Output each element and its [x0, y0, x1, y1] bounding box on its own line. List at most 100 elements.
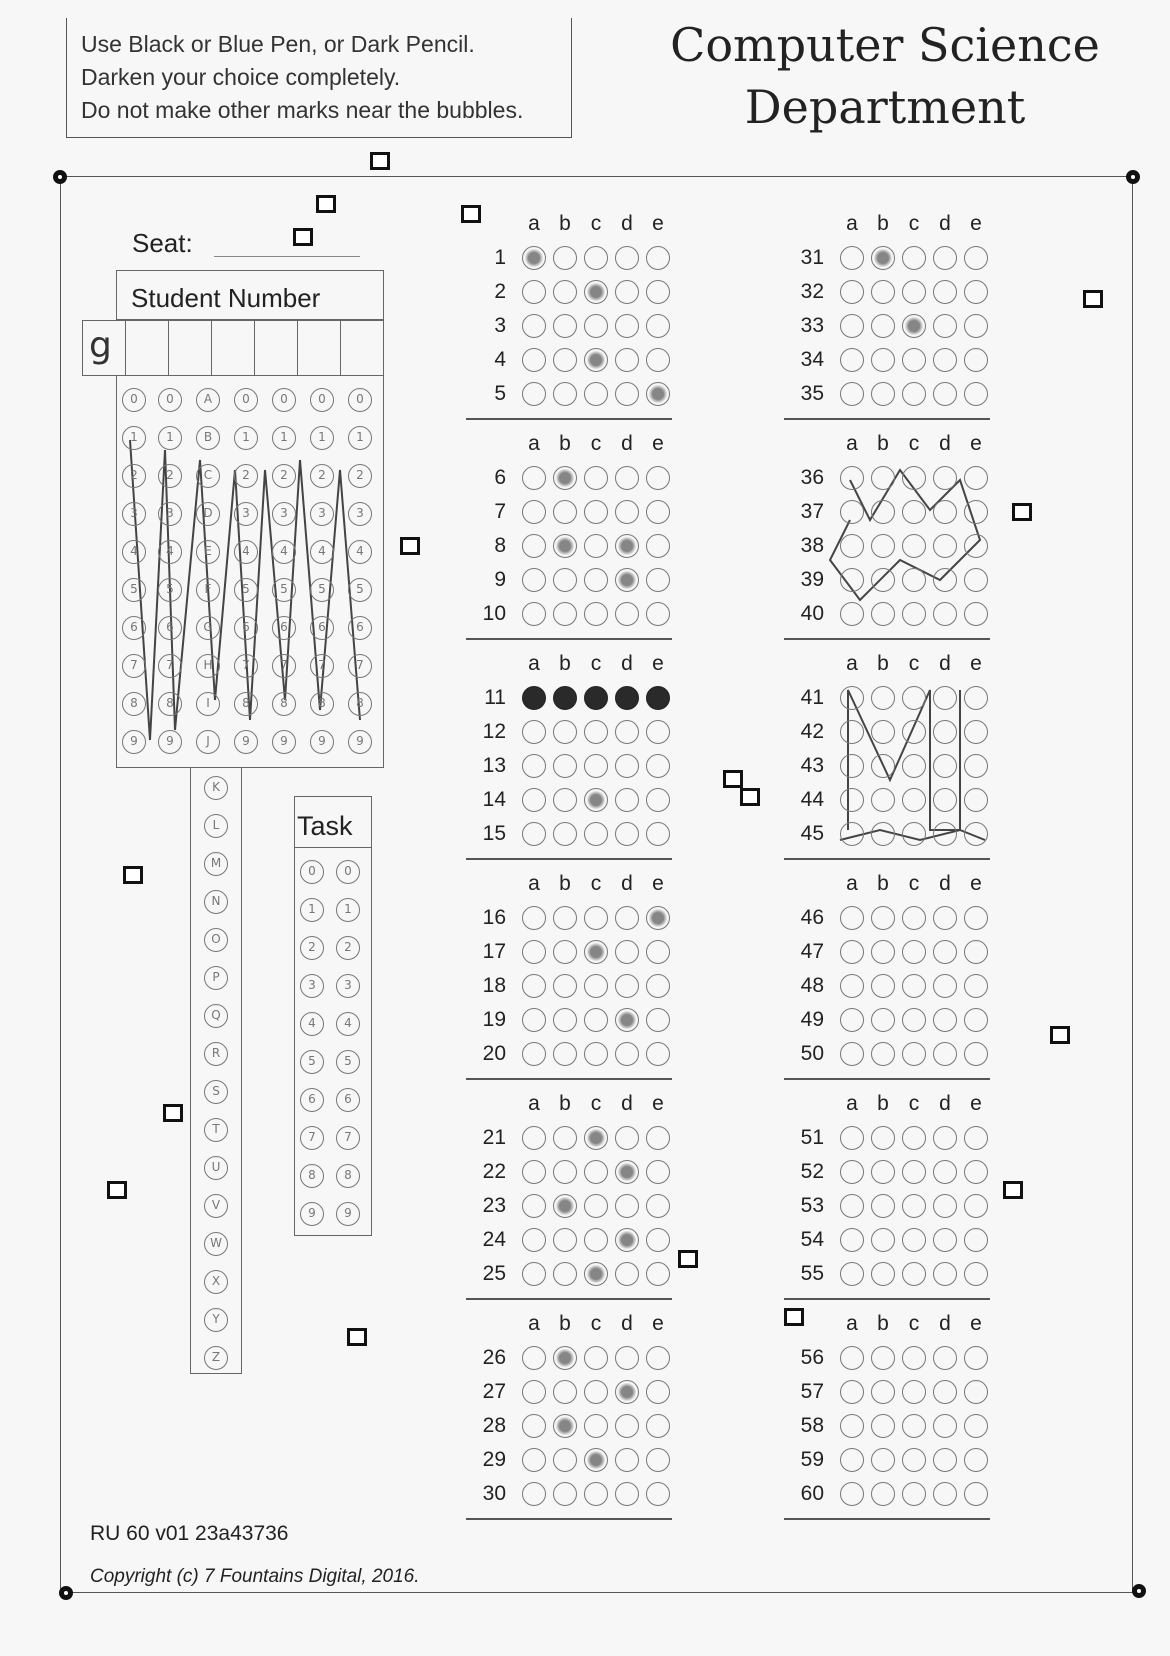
- digit-bubble[interactable]: 0: [272, 388, 296, 412]
- answer-bubble[interactable]: [871, 1194, 895, 1218]
- answer-bubble[interactable]: [615, 280, 639, 304]
- answer-bubble[interactable]: [615, 788, 639, 812]
- task-bubble[interactable]: 9: [300, 1202, 324, 1226]
- answer-bubble[interactable]: [646, 466, 670, 490]
- answer-bubble[interactable]: [646, 280, 670, 304]
- letter-bubble[interactable]: W: [204, 1232, 228, 1256]
- answer-bubble[interactable]: [584, 382, 608, 406]
- answer-bubble[interactable]: [871, 906, 895, 930]
- answer-bubble[interactable]: [871, 1262, 895, 1286]
- answer-bubble[interactable]: [933, 822, 957, 846]
- answer-bubble[interactable]: [646, 348, 670, 372]
- answer-bubble[interactable]: [553, 1414, 577, 1438]
- answer-bubble[interactable]: [902, 686, 926, 710]
- digit-bubble[interactable]: 6: [310, 616, 334, 640]
- answer-bubble[interactable]: [933, 568, 957, 592]
- answer-bubble[interactable]: [615, 1042, 639, 1066]
- answer-bubble[interactable]: [615, 1346, 639, 1370]
- answer-bubble[interactable]: [646, 1042, 670, 1066]
- answer-bubble[interactable]: [522, 1448, 546, 1472]
- letter-bubble[interactable]: O: [204, 928, 228, 952]
- answer-bubble[interactable]: [522, 1126, 546, 1150]
- answer-bubble[interactable]: [871, 720, 895, 744]
- answer-bubble[interactable]: [646, 534, 670, 558]
- answer-bubble[interactable]: [646, 1228, 670, 1252]
- answer-bubble[interactable]: [615, 1194, 639, 1218]
- answer-bubble[interactable]: [871, 1126, 895, 1150]
- answer-bubble[interactable]: [615, 246, 639, 270]
- answer-bubble[interactable]: [840, 974, 864, 998]
- answer-bubble[interactable]: [933, 534, 957, 558]
- answer-bubble[interactable]: [553, 1008, 577, 1032]
- answer-bubble[interactable]: [964, 280, 988, 304]
- answer-bubble[interactable]: [584, 1008, 608, 1032]
- answer-bubble[interactable]: [584, 974, 608, 998]
- answer-bubble[interactable]: [933, 906, 957, 930]
- answer-bubble[interactable]: [902, 602, 926, 626]
- task-bubble[interactable]: 1: [336, 898, 360, 922]
- student-number-entry-box[interactable]: [126, 321, 169, 375]
- answer-bubble[interactable]: [902, 246, 926, 270]
- digit-bubble[interactable]: 3: [234, 502, 258, 526]
- answer-bubble[interactable]: [646, 1414, 670, 1438]
- answer-bubble[interactable]: [584, 534, 608, 558]
- answer-bubble[interactable]: [615, 1448, 639, 1472]
- digit-bubble[interactable]: 1: [272, 426, 296, 450]
- answer-bubble[interactable]: [615, 1160, 639, 1184]
- task-bubble[interactable]: 5: [300, 1050, 324, 1074]
- answer-bubble[interactable]: [553, 568, 577, 592]
- answer-bubble[interactable]: [902, 788, 926, 812]
- answer-bubble[interactable]: [902, 466, 926, 490]
- answer-bubble[interactable]: [584, 754, 608, 778]
- letter-bubble[interactable]: S: [204, 1080, 228, 1104]
- answer-bubble[interactable]: [871, 382, 895, 406]
- digit-bubble[interactable]: 5: [272, 578, 296, 602]
- digit-bubble[interactable]: 7: [348, 654, 372, 678]
- letter-bubble[interactable]: J: [196, 730, 220, 754]
- answer-bubble[interactable]: [553, 974, 577, 998]
- letter-bubble[interactable]: A: [196, 388, 220, 412]
- answer-bubble[interactable]: [902, 1262, 926, 1286]
- answer-bubble[interactable]: [522, 314, 546, 338]
- answer-bubble[interactable]: [522, 500, 546, 524]
- digit-bubble[interactable]: 1: [310, 426, 334, 450]
- answer-bubble[interactable]: [933, 1346, 957, 1370]
- digit-bubble[interactable]: 6: [272, 616, 296, 640]
- answer-bubble[interactable]: [964, 1262, 988, 1286]
- digit-bubble[interactable]: 7: [158, 654, 182, 678]
- digit-bubble[interactable]: 6: [234, 616, 258, 640]
- digit-bubble[interactable]: 8: [158, 692, 182, 716]
- answer-bubble[interactable]: [964, 686, 988, 710]
- answer-bubble[interactable]: [615, 1228, 639, 1252]
- answer-bubble[interactable]: [964, 940, 988, 964]
- answer-bubble[interactable]: [840, 1482, 864, 1506]
- answer-bubble[interactable]: [522, 686, 546, 710]
- answer-bubble[interactable]: [522, 1482, 546, 1506]
- letter-bubble[interactable]: V: [204, 1194, 228, 1218]
- answer-bubble[interactable]: [553, 1448, 577, 1472]
- answer-bubble[interactable]: [584, 602, 608, 626]
- answer-bubble[interactable]: [584, 568, 608, 592]
- answer-bubble[interactable]: [522, 1380, 546, 1404]
- answer-bubble[interactable]: [584, 1262, 608, 1286]
- digit-bubble[interactable]: 0: [234, 388, 258, 412]
- answer-bubble[interactable]: [553, 788, 577, 812]
- answer-bubble[interactable]: [840, 568, 864, 592]
- digit-bubble[interactable]: 6: [122, 616, 146, 640]
- answer-bubble[interactable]: [615, 534, 639, 558]
- answer-bubble[interactable]: [840, 1414, 864, 1438]
- answer-bubble[interactable]: [840, 940, 864, 964]
- answer-bubble[interactable]: [964, 1008, 988, 1032]
- answer-bubble[interactable]: [522, 568, 546, 592]
- answer-bubble[interactable]: [871, 1042, 895, 1066]
- answer-bubble[interactable]: [584, 686, 608, 710]
- answer-bubble[interactable]: [584, 280, 608, 304]
- answer-bubble[interactable]: [584, 788, 608, 812]
- letter-bubble[interactable]: D: [196, 502, 220, 526]
- digit-bubble[interactable]: 9: [310, 730, 334, 754]
- letter-bubble[interactable]: K: [204, 776, 228, 800]
- task-bubble[interactable]: 7: [300, 1126, 324, 1150]
- answer-bubble[interactable]: [902, 1194, 926, 1218]
- task-bubble[interactable]: 8: [336, 1164, 360, 1188]
- answer-bubble[interactable]: [933, 974, 957, 998]
